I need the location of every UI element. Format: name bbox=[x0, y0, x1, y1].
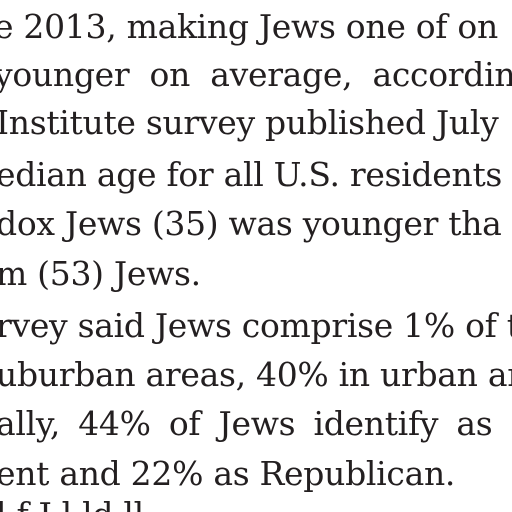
text-line: edian age for all U.S. residents bbox=[0, 155, 503, 194]
text-line: e 2013, making Jews one of on bbox=[0, 7, 498, 46]
text-line: m (53) Jews. bbox=[0, 254, 201, 293]
text-line: uburban areas, 40% in urban are bbox=[0, 355, 512, 394]
text-line: ent and 22% as Republican. bbox=[0, 454, 456, 493]
text-line: Institute survey published July bbox=[0, 103, 499, 142]
text-line: ally, 44% of Jews identify as D bbox=[0, 404, 512, 443]
text-line: younger on average, accordin bbox=[0, 55, 512, 94]
text-line: dox Jews (35) was younger tha bbox=[0, 204, 502, 243]
text-line: rvey said Jews comprise 1% of t bbox=[0, 306, 512, 345]
text-line-partial: l f J l ld ll bbox=[0, 496, 144, 512]
